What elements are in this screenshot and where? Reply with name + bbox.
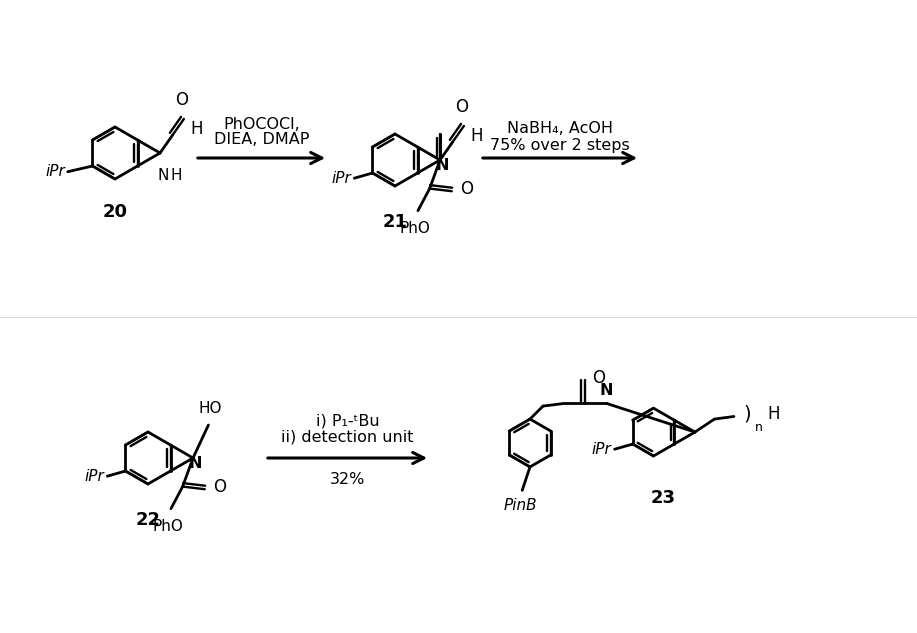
Text: O: O bbox=[213, 478, 226, 496]
Text: H: H bbox=[191, 120, 204, 138]
Text: 75% over 2 steps: 75% over 2 steps bbox=[490, 138, 630, 153]
Text: N: N bbox=[600, 384, 613, 399]
Text: PhOCOCl,: PhOCOCl, bbox=[223, 117, 300, 132]
Text: NaBH₄, AcOH: NaBH₄, AcOH bbox=[507, 121, 613, 136]
Text: N: N bbox=[436, 158, 448, 173]
Text: iPr: iPr bbox=[591, 442, 612, 457]
Text: 22: 22 bbox=[136, 511, 160, 529]
Text: HO: HO bbox=[199, 401, 222, 416]
Text: O: O bbox=[456, 98, 469, 116]
Text: iPr: iPr bbox=[84, 468, 105, 484]
Text: H: H bbox=[470, 127, 483, 145]
Text: H: H bbox=[767, 406, 779, 423]
Text: O: O bbox=[459, 180, 473, 198]
Text: PhO: PhO bbox=[400, 221, 430, 235]
Text: O: O bbox=[592, 369, 605, 387]
Text: N: N bbox=[188, 456, 202, 470]
Text: n: n bbox=[755, 422, 763, 434]
Text: PhO: PhO bbox=[152, 518, 183, 534]
Text: PinB: PinB bbox=[503, 498, 537, 513]
Text: N: N bbox=[158, 168, 169, 183]
Text: 20: 20 bbox=[103, 203, 127, 221]
Text: ): ) bbox=[743, 405, 751, 424]
Text: iPr: iPr bbox=[45, 164, 65, 179]
Text: DIEA, DMAP: DIEA, DMAP bbox=[214, 132, 309, 147]
Text: ii) detection unit: ii) detection unit bbox=[282, 429, 414, 444]
Text: 21: 21 bbox=[382, 213, 407, 231]
Text: iPr: iPr bbox=[332, 171, 351, 185]
Text: O: O bbox=[175, 91, 188, 109]
Text: H: H bbox=[170, 168, 182, 183]
Text: 23: 23 bbox=[651, 489, 676, 507]
Text: 32%: 32% bbox=[330, 472, 365, 487]
Text: i) P₁-ᵗBu: i) P₁-ᵗBu bbox=[315, 413, 380, 428]
